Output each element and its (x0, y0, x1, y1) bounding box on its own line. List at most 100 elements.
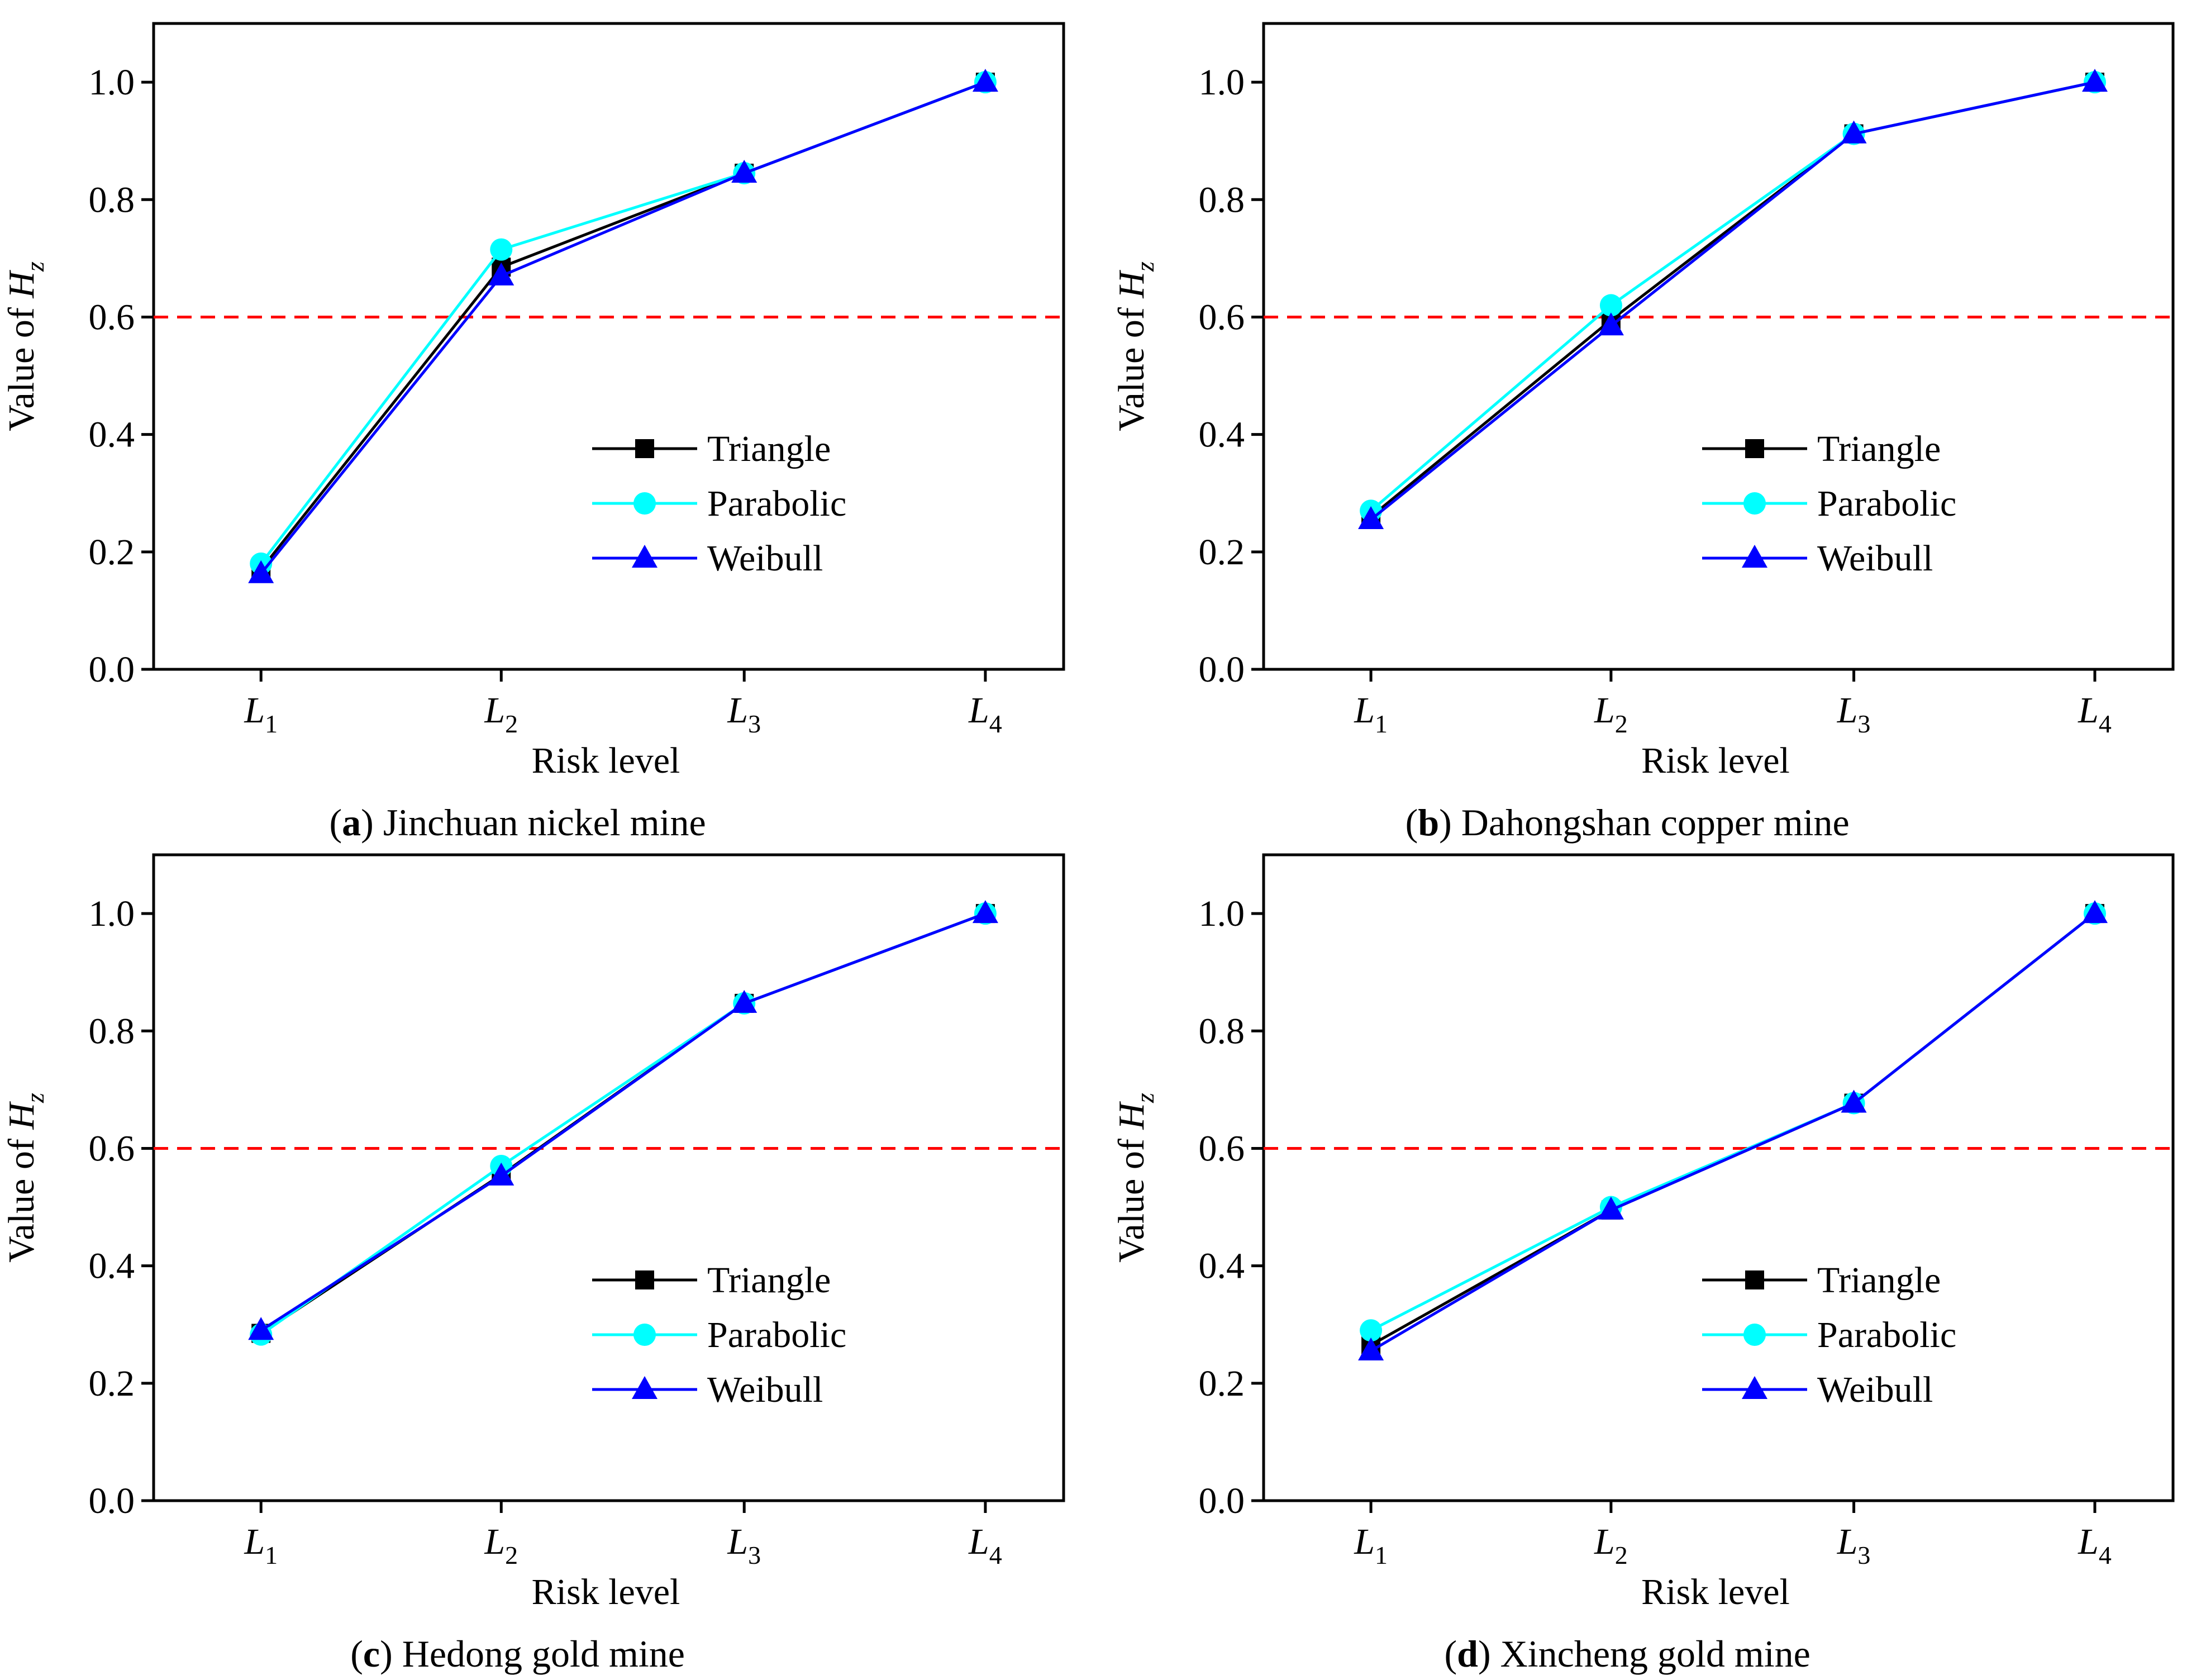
y-axis-title-variable: H (1, 1101, 42, 1130)
caption-close-paren: ) (380, 1633, 402, 1675)
y-axis-title: Value of Hz (1, 261, 49, 431)
data-point-weibull-series (1358, 1338, 1384, 1361)
y-axis-title-prefix: Value of (1111, 298, 1152, 431)
x-tick-letter: L (2078, 690, 2099, 731)
x-tick-label: L4 (968, 690, 1002, 738)
x-tick-subscript: 1 (265, 1541, 278, 1569)
x-tick-subscript: 2 (1615, 1541, 1628, 1569)
y-tick-label: 0.8 (89, 179, 135, 220)
y-axis-title-subscript: z (21, 261, 49, 272)
x-tick-subscript: 3 (1857, 1541, 1870, 1569)
caption-open-paren: ( (1405, 801, 1418, 844)
y-axis-title: Value of Hz (1, 1093, 49, 1263)
panel-caption: (d) Xincheng gold mine (1445, 1633, 1810, 1675)
x-tick-letter: L (484, 690, 505, 731)
y-axis-title-subscript: z (21, 1093, 49, 1103)
caption-close-paren: ) (1439, 801, 1461, 844)
x-tick-letter: L (484, 1521, 505, 1562)
data-point-weibull-series (488, 262, 514, 285)
series-line-triangle (1370, 80, 2095, 518)
data-point-weibull-series (1598, 312, 1624, 336)
y-tick-label: 0.2 (1199, 532, 1245, 573)
series-line-triangle (260, 80, 986, 570)
x-axis-title: Risk level (1641, 740, 1790, 781)
y-tick-label: 0.6 (89, 297, 135, 337)
data-point-weibull-series (488, 1162, 514, 1186)
legend-label-triangle: Triangle (1817, 1260, 1941, 1301)
series-line-parabolic (1370, 912, 2096, 1332)
x-tick-letter: L (1837, 1521, 1858, 1562)
y-tick-label: 0.8 (89, 1011, 135, 1051)
legend-label-parabolic: Parabolic (1817, 483, 1956, 524)
y-tick-label: 0.0 (1199, 1481, 1245, 1521)
x-tick-subscript: 3 (1857, 710, 1870, 738)
y-axis-title-variable: H (1, 270, 42, 299)
legend-label-parabolic: Parabolic (707, 1315, 846, 1355)
caption-letter: b (1418, 801, 1439, 844)
data-point-parabolic-series (1599, 294, 1622, 317)
y-axis-title: Value of Hz (1111, 261, 1159, 431)
x-tick-letter: L (1354, 1521, 1375, 1562)
series-line-parabolic (260, 80, 986, 565)
caption-open-paren: ( (350, 1633, 363, 1675)
x-tick-label: L3 (727, 690, 761, 738)
y-tick-label: 0.6 (89, 1128, 135, 1169)
y-axis-title-prefix: Value of (1, 298, 42, 431)
caption-open-paren: ( (1445, 1633, 1457, 1675)
plot-frame (152, 853, 1065, 1502)
y-axis-title-subscript: z (1131, 1093, 1159, 1103)
caption-letter: d (1457, 1633, 1478, 1675)
x-tick-label: L4 (2078, 1521, 2112, 1569)
caption-letter: a (342, 801, 361, 844)
plot-frame (1262, 22, 2175, 671)
legend-marker-parabolic (1743, 492, 1766, 515)
legend-label-weibull: Weibull (1817, 538, 1933, 579)
caption-close-paren: ) (361, 801, 383, 844)
x-tick-subscript: 4 (989, 1541, 1002, 1569)
y-tick-label: 0.4 (89, 1246, 135, 1287)
x-tick-letter: L (244, 690, 265, 731)
x-tick-letter: L (1594, 690, 1615, 731)
x-tick-label: L4 (2078, 690, 2112, 738)
panel-caption: (c) Hedong gold mine (350, 1633, 685, 1675)
x-tick-label: L2 (1594, 690, 1628, 738)
x-tick-letter: L (968, 1521, 989, 1562)
panel-caption: (a) Jinchuan nickel mine (330, 801, 706, 844)
y-axis-title-prefix: Value of (1111, 1130, 1152, 1263)
data-point-parabolic-series (1360, 1319, 1383, 1342)
y-tick-label: 0.4 (89, 415, 135, 455)
data-point-weibull-series (2081, 69, 2108, 92)
caption-text: Dahongshan copper mine (1461, 801, 1850, 844)
x-axis-title: Risk level (532, 740, 680, 781)
x-tick-label: L3 (1837, 690, 1871, 738)
legend-marker-weibull (632, 545, 657, 568)
x-tick-subscript: 1 (1375, 1541, 1388, 1569)
x-tick-label: L2 (484, 690, 518, 738)
legend-label-triangle: Triangle (707, 1260, 831, 1301)
x-axis-title: Risk level (532, 1572, 680, 1612)
caption-text: Xincheng gold mine (1500, 1633, 1810, 1675)
y-axis-title-prefix: Value of (1, 1130, 42, 1263)
x-tick-label: L2 (484, 1521, 518, 1569)
plot-frame (152, 22, 1065, 671)
y-axis-title-variable: H (1111, 1101, 1152, 1130)
x-tick-subscript: 4 (2099, 710, 2112, 738)
y-tick-label: 0.0 (89, 1481, 135, 1521)
data-point-weibull-series (1598, 1196, 1624, 1220)
legend-marker-triangle (1745, 439, 1764, 458)
legend-label-weibull: Weibull (707, 1369, 823, 1410)
legend-marker-parabolic (633, 1324, 656, 1346)
x-tick-label: L1 (244, 1521, 278, 1569)
legend-label-parabolic: Parabolic (707, 483, 846, 524)
legend-marker-weibull (1742, 545, 1767, 568)
legend-marker-triangle (1745, 1270, 1764, 1289)
caption-open-paren: ( (330, 801, 342, 844)
x-tick-subscript: 2 (505, 1541, 518, 1569)
legend-marker-weibull (632, 1376, 657, 1399)
caption-letter: c (363, 1633, 380, 1675)
data-point-parabolic-series (490, 238, 513, 261)
y-tick-label: 0.6 (1199, 297, 1245, 337)
caption-text: Hedong gold mine (402, 1633, 685, 1675)
legend-label-weibull: Weibull (707, 538, 823, 579)
